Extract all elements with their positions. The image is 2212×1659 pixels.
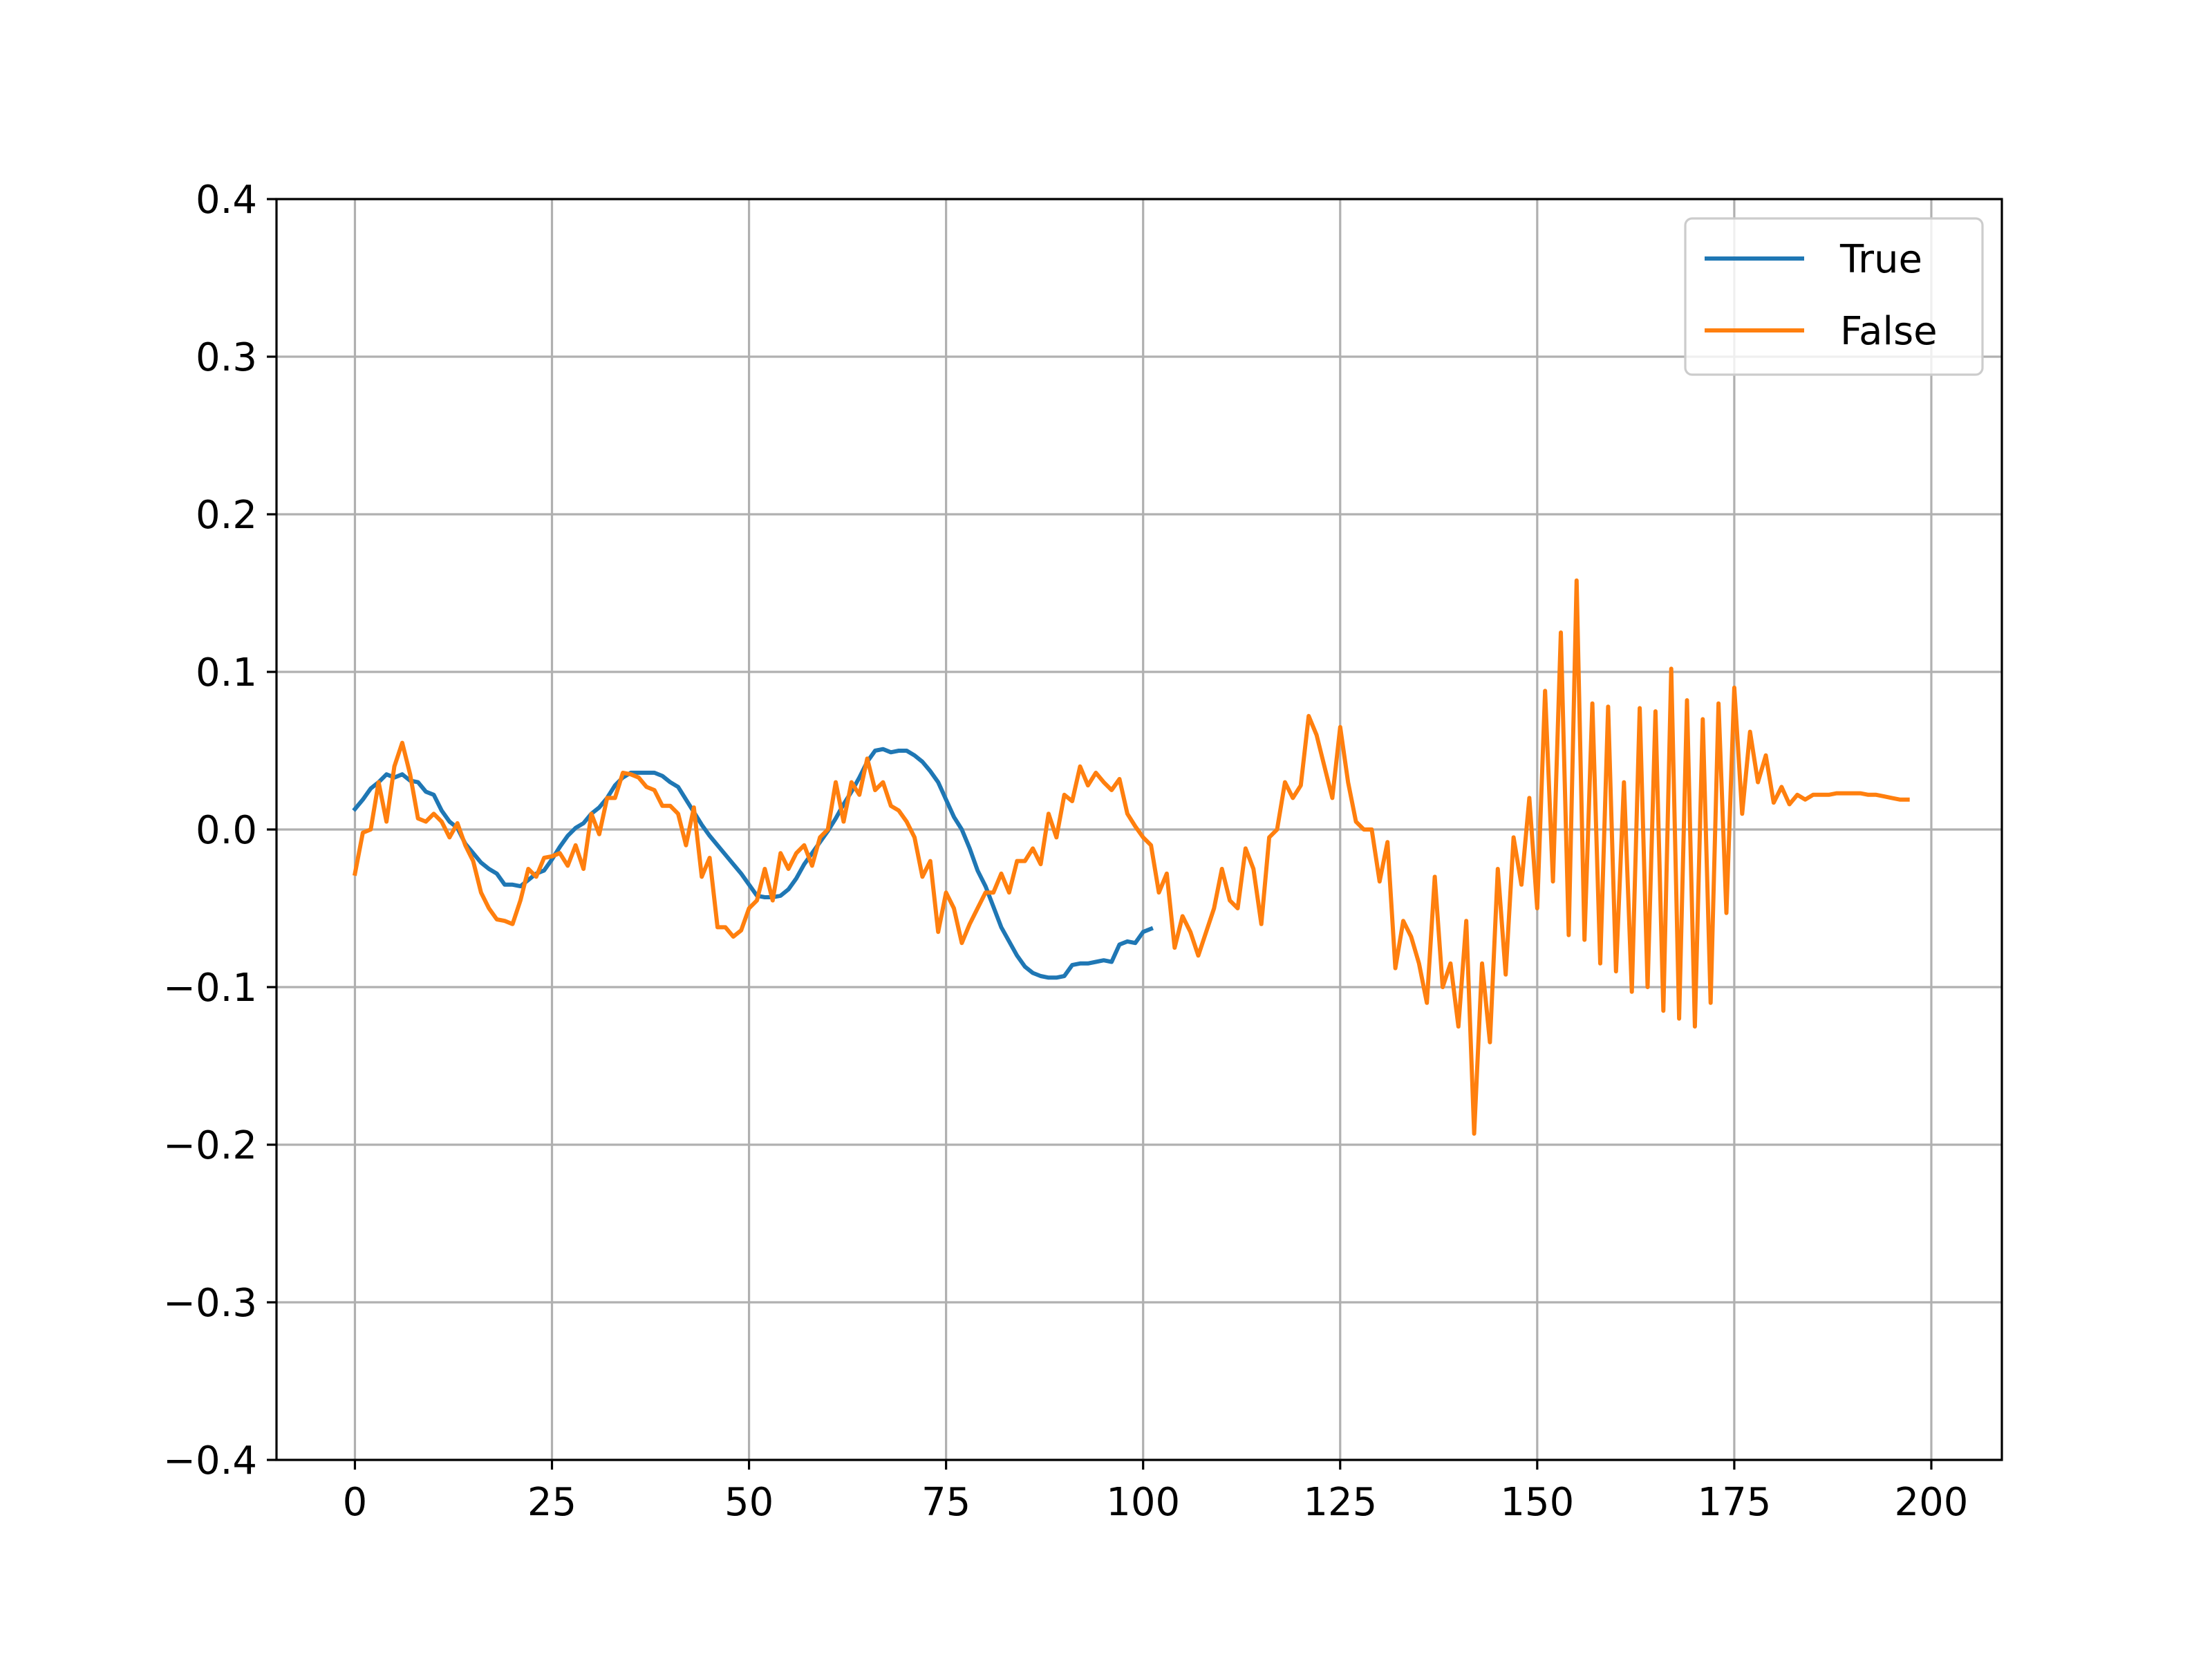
x-tick-label: 125 <box>1303 1480 1377 1525</box>
x-tick-label: 75 <box>921 1480 971 1525</box>
y-tick-label: −0.2 <box>163 1123 257 1168</box>
x-tick-label: 100 <box>1106 1480 1180 1525</box>
y-tick-label: −0.4 <box>163 1438 257 1483</box>
y-tick-label: 0.3 <box>196 335 257 380</box>
y-tick-label: −0.3 <box>163 1281 257 1326</box>
x-tick-label: 25 <box>527 1480 577 1525</box>
legend-box <box>1684 217 1984 376</box>
legend-label-false: False <box>1840 309 1938 354</box>
x-tick-label: 150 <box>1500 1480 1574 1525</box>
x-tick-label: 200 <box>1895 1480 1969 1525</box>
y-tick-label: 0.1 <box>196 650 257 695</box>
x-tick-label: 50 <box>724 1480 774 1525</box>
x-tick-label: 175 <box>1697 1480 1771 1525</box>
y-tick-label: −0.1 <box>163 966 257 1011</box>
x-tick-label: 0 <box>343 1480 368 1525</box>
x-axis: 0 25 50 75 100 125 150 175 200 <box>343 1460 1969 1525</box>
y-tick-label: 0.2 <box>196 493 257 538</box>
legend: True False <box>1684 217 1984 376</box>
y-axis: −0.4 −0.3 −0.2 −0.1 0.0 0.1 0.2 0.3 0.4 <box>163 178 276 1483</box>
series-line-true <box>352 747 1154 980</box>
y-tick-label: 0.4 <box>196 178 257 223</box>
plot-series <box>352 578 1910 1136</box>
y-tick-label: 0.0 <box>196 808 257 853</box>
series-line-false <box>352 578 1910 1136</box>
legend-label-true: True <box>1839 237 1922 282</box>
